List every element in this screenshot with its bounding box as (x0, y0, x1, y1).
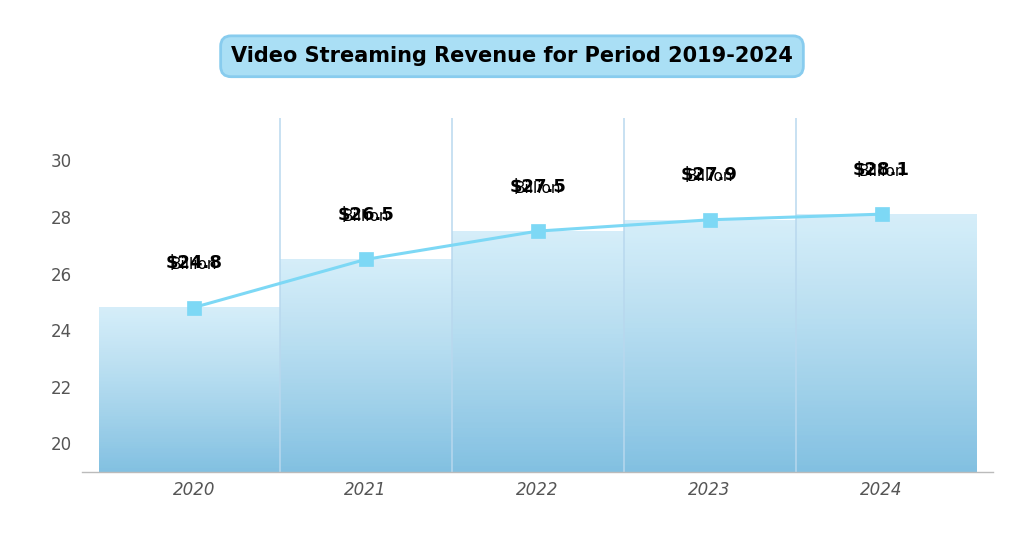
Text: Billion: Billion (686, 152, 733, 184)
Text: Video Streaming Revenue for Period 2019-2024: Video Streaming Revenue for Period 2019-… (231, 46, 793, 66)
Text: $28.1: $28.1 (853, 161, 910, 179)
Text: $26.5: $26.5 (337, 206, 394, 224)
Text: $27.9: $27.9 (681, 166, 738, 184)
Text: Billion: Billion (342, 192, 389, 224)
Text: Billion: Billion (514, 163, 561, 196)
Text: Billion: Billion (858, 146, 905, 179)
Text: $27.5: $27.5 (509, 178, 566, 196)
Text: $24.8: $24.8 (165, 254, 222, 272)
Text: Billion: Billion (170, 240, 217, 272)
